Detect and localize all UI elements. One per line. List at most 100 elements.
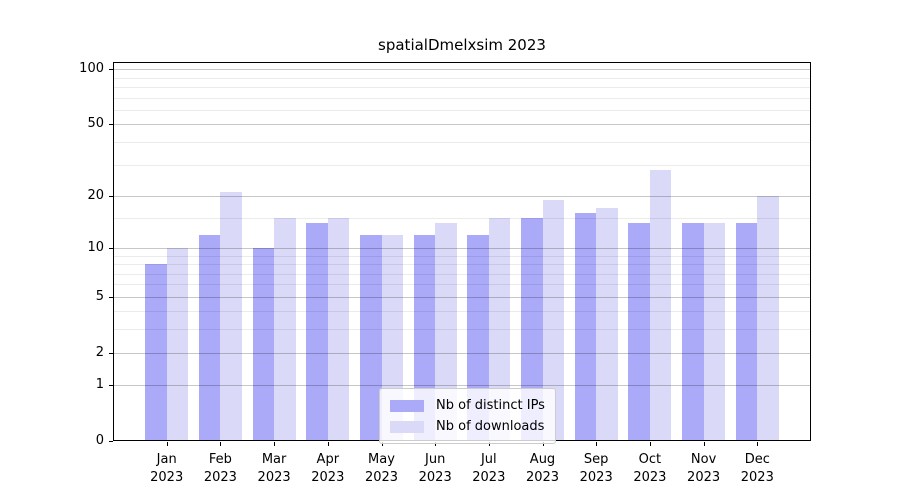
x-tick-label-mar: Mar 2023: [244, 451, 304, 488]
legend-swatch-downloads: [390, 420, 424, 433]
x-tick-label-dec: Dec 2023: [727, 451, 787, 488]
year-label: 2023: [311, 470, 345, 486]
legend: Nb of distinct IPs Nb of downloads: [379, 388, 556, 444]
year-label: 2023: [203, 470, 237, 486]
minor-gridline-40: [114, 142, 810, 143]
month-label: Mar: [261, 452, 287, 467]
x-tick-dec: [757, 442, 759, 446]
legend-label-distinct-ips: Nb of distinct IPs: [436, 398, 545, 413]
month-label: Apr: [316, 452, 340, 467]
bar-ips-sep: [574, 212, 597, 441]
year-label: 2023: [364, 470, 399, 486]
year-label: 2023: [472, 470, 506, 486]
y-tick-10: [109, 247, 113, 249]
bar-downloads-apr: [327, 217, 350, 441]
minor-gridline-60: [114, 110, 810, 111]
bar-downloads-aug: [542, 199, 564, 441]
month-label: Oct: [638, 452, 662, 467]
year-label: 2023: [525, 470, 560, 486]
x-tick-label-may: May 2023: [352, 451, 412, 488]
x-tick-label-nov: Nov 2023: [674, 451, 734, 488]
x-tick-oct: [649, 442, 651, 446]
bar-downloads-sep: [596, 208, 618, 441]
y-tick-label-0: 0: [95, 433, 104, 448]
x-tick-label-jan: Jan 2023: [137, 451, 197, 488]
year-label: 2023: [150, 470, 184, 486]
x-tick-label-aug: Aug 2023: [513, 451, 573, 488]
x-tick-mar: [274, 442, 276, 446]
bar-ips-oct: [628, 223, 650, 441]
bar-downloads-mar: [274, 217, 296, 441]
month-label: Aug: [529, 452, 556, 467]
bar-downloads-feb: [220, 192, 242, 441]
x-tick-sep: [596, 442, 598, 446]
month-label: Jul: [480, 452, 497, 467]
year-label: 2023: [740, 470, 774, 486]
x-tick-label-jul: Jul 2023: [459, 451, 519, 488]
major-gridline-2: [114, 352, 810, 354]
bar-downloads-jul: [488, 217, 511, 441]
y-tick-20: [109, 195, 113, 197]
bar-ips-jan: [145, 264, 167, 441]
legend-item-downloads: Nb of downloads: [390, 416, 545, 437]
major-gridline-50: [114, 124, 810, 126]
y-tick-label-2: 2: [95, 344, 104, 360]
month-label: Jun: [425, 452, 446, 467]
year-label: 2023: [687, 470, 721, 486]
y-tick-2: [109, 352, 113, 354]
y-tick-label-10: 10: [87, 239, 104, 255]
x-tick-label-apr: Apr 2023: [298, 451, 358, 488]
month-label: May: [368, 452, 395, 467]
y-tick-label-1: 1: [95, 377, 104, 393]
x-tick-apr: [327, 442, 329, 446]
year-label: 2023: [418, 470, 452, 486]
month-label: Nov: [690, 452, 717, 467]
chart-title: spatialDmelxsim 2023: [378, 36, 546, 54]
bar-ips-dec: [735, 223, 758, 441]
minor-gridline-4: [114, 311, 810, 313]
month-label: Feb: [208, 452, 232, 467]
bar-ips-may: [360, 234, 382, 441]
x-tick-label-oct: Oct 2023: [620, 451, 680, 488]
y-tick-label-5: 5: [95, 288, 104, 304]
x-tick-label-feb: Feb 2023: [190, 451, 250, 488]
legend-swatch-distinct-ips: [390, 399, 424, 412]
major-gridline-100: [114, 69, 810, 71]
minor-gridline-90: [114, 77, 810, 79]
x-tick-jan: [166, 442, 168, 446]
y-tick-1: [109, 385, 113, 387]
major-gridline-20: [114, 195, 810, 197]
bar-ips-aug: [521, 217, 543, 441]
x-tick-aug: [542, 442, 544, 446]
bar-ips-feb: [198, 234, 221, 441]
x-tick-jun: [435, 442, 437, 446]
x-tick-nov: [703, 442, 705, 446]
bar-downloads-jan: [166, 247, 189, 441]
year-label: 2023: [633, 470, 667, 486]
x-tick-may: [381, 442, 383, 446]
year-label: 2023: [257, 470, 291, 486]
y-tick-0: [109, 441, 113, 442]
bar-ips-apr: [306, 223, 328, 441]
month-label: Sep: [583, 452, 609, 467]
x-tick-jul: [488, 442, 490, 446]
y-tick-label-100: 100: [79, 61, 104, 77]
minor-gridline-3: [114, 329, 810, 331]
bar-ips-mar: [252, 247, 275, 441]
minor-gridline-15: [114, 217, 810, 219]
year-label: 2023: [579, 470, 613, 486]
minor-gridline-30: [114, 164, 810, 166]
x-tick-feb: [220, 442, 222, 446]
month-label: Jan: [156, 452, 177, 467]
minor-gridline-9: [114, 255, 810, 257]
bar-downloads-jun: [435, 223, 457, 441]
bar-downloads-oct: [649, 169, 672, 441]
x-tick-label-jun: Jun 2023: [405, 451, 465, 488]
legend-label-downloads: Nb of downloads: [436, 419, 545, 434]
x-tick-label-sep: Sep 2023: [566, 451, 626, 488]
y-tick-50: [109, 124, 113, 126]
major-gridline-10: [114, 247, 810, 249]
legend-item-distinct-ips: Nb of distinct IPs: [390, 395, 545, 416]
minor-gridline-6: [114, 284, 810, 286]
